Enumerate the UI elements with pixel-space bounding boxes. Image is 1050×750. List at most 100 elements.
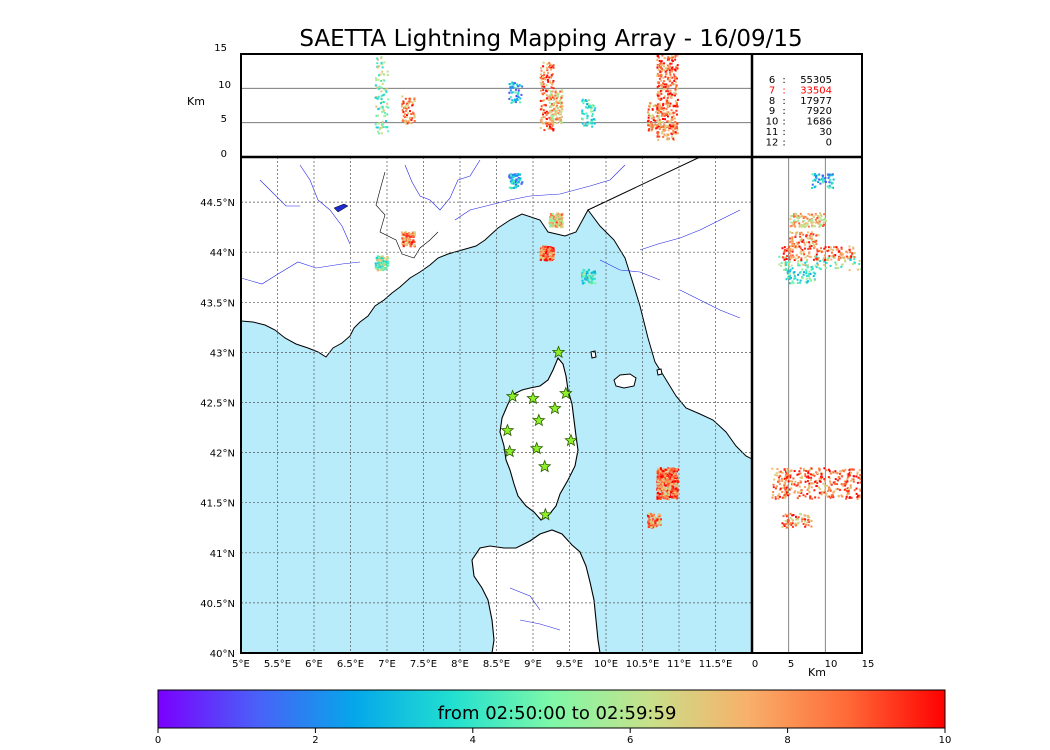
source-point xyxy=(661,482,664,486)
source-point-right xyxy=(807,476,810,479)
source-point-right xyxy=(844,260,847,263)
source-point-top xyxy=(659,121,662,124)
source-point-right xyxy=(846,480,849,483)
source-point-top xyxy=(669,84,672,87)
source-point-top xyxy=(674,75,677,78)
source-point-right xyxy=(822,224,825,227)
source-point-right xyxy=(856,471,859,474)
source-point-right xyxy=(786,522,789,525)
source-point-right xyxy=(857,476,860,479)
source-point-right xyxy=(859,476,862,479)
source-point-top xyxy=(651,124,654,127)
source-point xyxy=(402,233,405,236)
source-point-right xyxy=(787,480,790,483)
source-point-top xyxy=(675,102,678,105)
source-point-top xyxy=(667,138,670,141)
count-value: 17977 xyxy=(800,96,832,107)
source-point-top xyxy=(542,116,545,119)
source-point xyxy=(406,241,409,244)
source-point-right xyxy=(805,270,808,273)
source-point-right xyxy=(793,219,796,222)
source-point-right xyxy=(789,474,792,477)
source-point-top xyxy=(670,127,673,130)
source-point-right xyxy=(805,222,808,225)
source-point-right xyxy=(782,495,785,498)
source-point-right xyxy=(794,215,797,218)
source-point-right xyxy=(806,265,809,268)
source-point-right xyxy=(815,479,818,482)
count-level: 9 xyxy=(769,106,775,117)
source-point-right xyxy=(808,255,811,258)
source-point-top xyxy=(521,85,524,88)
source-point xyxy=(374,265,377,268)
source-point-right xyxy=(823,213,826,216)
source-point-top xyxy=(591,119,594,122)
giglio-island xyxy=(656,368,663,376)
source-point-right xyxy=(853,475,856,478)
source-point-right xyxy=(818,220,821,223)
source-point xyxy=(594,272,597,275)
source-point-right xyxy=(812,242,815,245)
source-point-top xyxy=(651,108,654,111)
source-point-top xyxy=(381,105,384,108)
source-point-right xyxy=(797,215,800,218)
source-point-right xyxy=(831,182,834,185)
source-point-top xyxy=(510,101,513,104)
top-panel-sources xyxy=(374,54,679,141)
source-point-top xyxy=(550,64,553,67)
source-point-right xyxy=(791,267,794,270)
source-point xyxy=(380,261,383,264)
source-point-right xyxy=(788,488,791,491)
source-point xyxy=(556,212,559,215)
right-xlabel-km: Km xyxy=(808,666,826,679)
source-point-top xyxy=(656,85,659,88)
source-point-right xyxy=(808,245,811,248)
source-point xyxy=(661,478,664,481)
source-point-right xyxy=(836,479,839,482)
source-point-right xyxy=(841,469,844,472)
source-point-top xyxy=(663,134,666,137)
source-point-top xyxy=(559,105,562,108)
source-point-right xyxy=(802,273,805,276)
source-point-top xyxy=(548,63,551,66)
source-point xyxy=(404,238,407,241)
source-point-right xyxy=(819,225,822,228)
source-point-right xyxy=(805,469,808,472)
source-point-right xyxy=(822,218,825,221)
source-point-right xyxy=(792,244,795,247)
source-point xyxy=(647,525,650,529)
source-point-top xyxy=(557,101,560,104)
source-point-right xyxy=(794,277,797,280)
source-point xyxy=(657,518,660,521)
source-point-right xyxy=(843,256,846,259)
source-point-top xyxy=(660,92,663,95)
source-point-right xyxy=(779,474,782,477)
source-point-top xyxy=(408,110,411,113)
source-point-right xyxy=(807,524,810,527)
source-point-top xyxy=(664,124,667,127)
right-xtick-15: 15 xyxy=(862,659,875,670)
source-point xyxy=(669,470,672,473)
source-point-top xyxy=(560,115,563,118)
source-point-right xyxy=(806,492,809,495)
source-point-right xyxy=(789,245,792,248)
capraia-island xyxy=(590,350,597,359)
source-point-right xyxy=(801,518,804,521)
source-point-top xyxy=(514,88,517,91)
source-point-top xyxy=(663,57,666,60)
source-point-top xyxy=(651,128,654,131)
source-point-right xyxy=(814,496,817,499)
source-point-top xyxy=(590,110,593,113)
source-point-right xyxy=(790,264,793,267)
source-point-top xyxy=(656,124,659,127)
source-point-top xyxy=(550,105,553,108)
source-point-top xyxy=(668,69,671,72)
source-point-right xyxy=(797,257,800,260)
source-point xyxy=(552,225,555,228)
source-point-right xyxy=(833,490,836,493)
source-point-right xyxy=(810,476,813,479)
top-ytick-10: 10 xyxy=(218,80,231,91)
source-point-top xyxy=(656,119,659,122)
source-point-top xyxy=(406,106,409,109)
source-point-top xyxy=(674,88,677,91)
